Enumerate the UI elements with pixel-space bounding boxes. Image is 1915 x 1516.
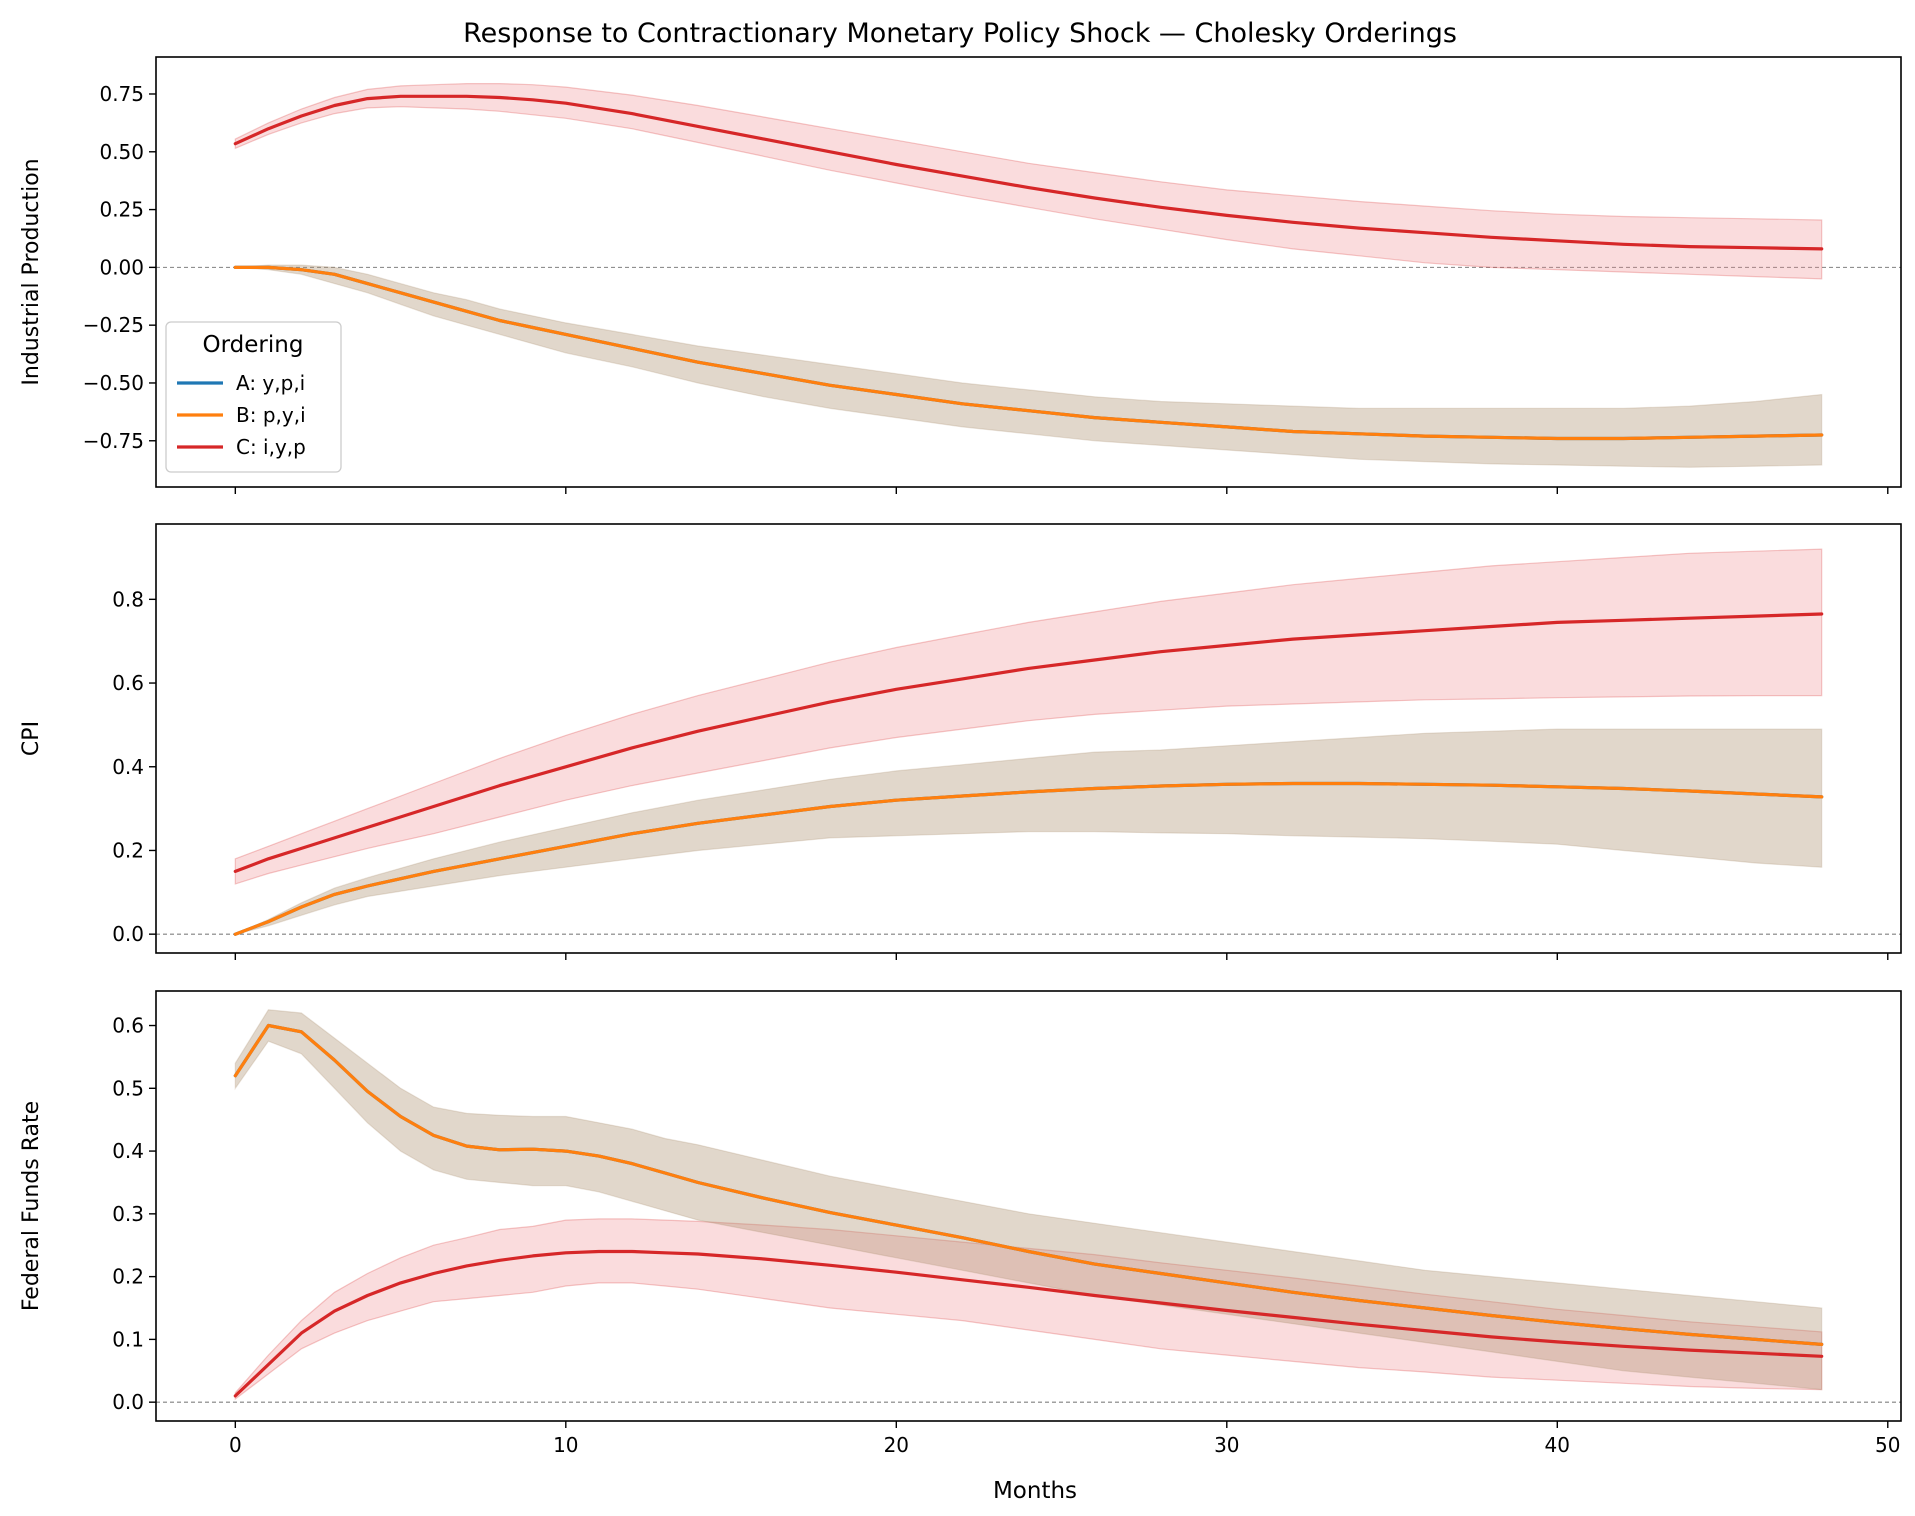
panel-cpi: 0.0 0.2 0.4 0.6 0.8 CPI <box>19 523 1902 960</box>
cpi-y-tick-label: 0.6 <box>112 671 144 695</box>
legend-label-a: A: y,p,i <box>236 371 305 395</box>
industrial-production-band-ab <box>235 264 1823 468</box>
cpi-y-axis-label: CPI <box>19 721 44 756</box>
industrial-production-y-axis-label: Industrial Production <box>19 158 44 385</box>
industrial-production-y-tick-label: −0.50 <box>83 371 144 395</box>
x-axis-label: Months <box>993 1478 1077 1504</box>
federal-funds-rate-y-tick-label: 0.6 <box>112 1014 144 1038</box>
cpi-y-tick-label: 0.2 <box>112 838 144 862</box>
cpi-line-c <box>233 612 1824 874</box>
federal-funds-rate-axes-frame <box>155 990 1902 1422</box>
federal-funds-rate-y-tick-label: 0.0 <box>112 1390 144 1414</box>
federal-funds-rate-x-tick-label: 10 <box>553 1433 578 1457</box>
legend-frame <box>165 321 342 473</box>
industrial-production-y-tick-label: −0.75 <box>83 429 144 453</box>
federal-funds-rate-band-c <box>234 1218 1823 1401</box>
legend-title: Ordering <box>203 332 304 358</box>
legend: Ordering A: y,p,i B: p,y,i C: i,y,p <box>165 321 342 473</box>
cpi-line-b <box>233 781 1824 936</box>
industrial-production-y-tick-label: 0.75 <box>99 82 144 106</box>
industrial-production-band-c <box>234 82 1823 280</box>
industrial-production-plot-area <box>156 82 1901 468</box>
panel-industrial-production: −0.75 −0.50 −0.25 0.00 0.25 0.50 0.75 Industria… <box>19 56 1902 494</box>
federal-funds-rate-y-tick-label: 0.5 <box>112 1076 144 1100</box>
industrial-production-y-tick-label: 0.25 <box>99 198 144 222</box>
cpi-y-tick-label: 0.8 <box>112 587 144 611</box>
federal-funds-rate-x-tick-label: 20 <box>884 1433 909 1457</box>
federal-funds-rate-line-b <box>233 1023 1824 1347</box>
panel-federal-funds-rate: 0.0 0.1 0.2 0.3 0.4 0.5 0.6 0 10 20 30 40 50 Federal … <box>19 990 1902 1457</box>
federal-funds-rate-x-tick-label: 0 <box>229 1433 242 1457</box>
federal-funds-rate-x-tick-label: 50 <box>1875 1433 1900 1457</box>
federal-funds-rate-x-tick-label: 40 <box>1545 1433 1570 1457</box>
federal-funds-rate-band-ab <box>234 1009 1823 1391</box>
cpi-y-tick-label: 0.4 <box>112 755 144 779</box>
federal-funds-rate-y-tick-label: 0.4 <box>112 1139 144 1163</box>
federal-funds-rate-y-tick-label: 0.3 <box>112 1202 144 1226</box>
cpi-axes-frame <box>155 523 1902 954</box>
cpi-plot-area <box>156 548 1901 936</box>
federal-funds-rate-y-axis-label: Federal Funds Rate <box>19 1101 44 1311</box>
legend-label-b: B: p,y,i <box>236 403 306 427</box>
industrial-production-line-b <box>233 265 1824 441</box>
legend-label-c: C: i,y,p <box>236 435 306 459</box>
figure-title: Response to Contractionary Monetary Poli… <box>463 18 1457 49</box>
cpi-band-c <box>234 548 1823 885</box>
federal-funds-rate-y-tick-label: 0.1 <box>112 1327 144 1351</box>
federal-funds-rate-plot-area <box>156 1009 1901 1403</box>
cpi-y-tick-label: 0.0 <box>112 922 144 946</box>
industrial-production-y-tick-label: −0.25 <box>83 313 144 337</box>
industrial-production-y-tick-label: 0.00 <box>99 255 144 279</box>
industrial-production-axes-frame <box>155 56 1902 488</box>
federal-funds-rate-line-c <box>233 1249 1824 1398</box>
federal-funds-rate-x-tick-label: 30 <box>1214 1433 1239 1457</box>
federal-funds-rate-y-tick-label: 0.2 <box>112 1265 144 1289</box>
industrial-production-y-tick-label: 0.50 <box>99 140 144 164</box>
industrial-production-line-c <box>233 94 1824 251</box>
